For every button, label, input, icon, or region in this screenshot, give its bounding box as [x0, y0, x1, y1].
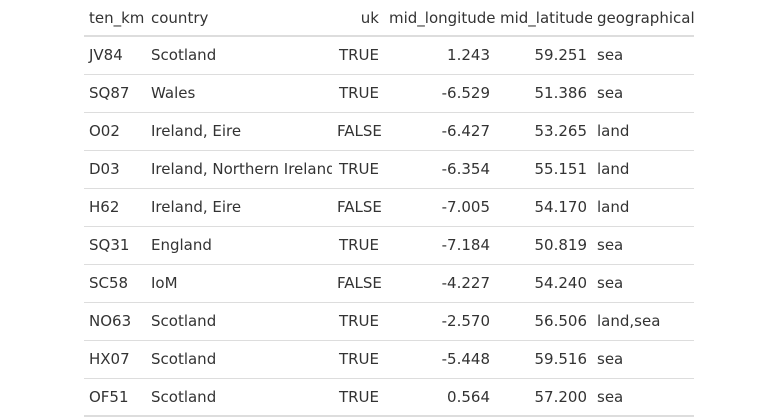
cell-uk: TRUE [332, 378, 384, 417]
cell-geographical: sea [592, 36, 694, 75]
cell-geographical: sea [592, 226, 694, 265]
table-row: O02 Ireland, Eire FALSE -6.427 53.265 la… [84, 112, 694, 151]
table-row: OF51 Scotland TRUE 0.564 57.200 sea [84, 378, 694, 417]
cell-country: Scotland [146, 302, 332, 341]
cell-ten-km: SQ87 [84, 74, 146, 113]
cell-mid-longitude: -6.427 [384, 112, 495, 151]
column-header-uk[interactable]: uk [332, 0, 384, 37]
cell-mid-latitude: 54.240 [495, 264, 592, 303]
cell-ten-km: SC58 [84, 264, 146, 303]
table-row: SQ87 Wales TRUE -6.529 51.386 sea [84, 74, 694, 113]
table-row: H62 Ireland, Eire FALSE -7.005 54.170 la… [84, 188, 694, 227]
table-header: ten_km country uk mid_longitude mid_lati… [84, 0, 694, 37]
table-row: SC58 IoM FALSE -4.227 54.240 sea [84, 264, 694, 303]
cell-uk: TRUE [332, 36, 384, 75]
cell-mid-latitude: 56.506 [495, 302, 592, 341]
cell-mid-longitude: -7.184 [384, 226, 495, 265]
cell-uk: TRUE [332, 74, 384, 113]
data-table: ten_km country uk mid_longitude mid_lati… [84, 0, 694, 417]
cell-uk: TRUE [332, 150, 384, 189]
cell-mid-longitude: -6.529 [384, 74, 495, 113]
cell-ten-km: NO63 [84, 302, 146, 341]
column-header-country[interactable]: country [146, 0, 332, 37]
cell-mid-latitude: 50.819 [495, 226, 592, 265]
cell-mid-longitude: -4.227 [384, 264, 495, 303]
cell-geographical: land,sea [592, 302, 694, 341]
cell-uk: FALSE [332, 112, 384, 151]
cell-mid-latitude: 51.386 [495, 74, 592, 113]
cell-uk: FALSE [332, 188, 384, 227]
cell-ten-km: JV84 [84, 36, 146, 75]
cell-geographical: sea [592, 378, 694, 417]
column-header-mid-longitude[interactable]: mid_longitude [384, 0, 495, 37]
data-table-container: ten_km country uk mid_longitude mid_lati… [84, 0, 694, 417]
column-header-mid-latitude[interactable]: mid_latitude [495, 0, 592, 37]
cell-uk: TRUE [332, 340, 384, 379]
cell-country: Scotland [146, 378, 332, 417]
table-row: HX07 Scotland TRUE -5.448 59.516 sea [84, 340, 694, 379]
table-body: JV84 Scotland TRUE 1.243 59.251 sea SQ87… [84, 36, 694, 417]
cell-country: Scotland [146, 340, 332, 379]
cell-mid-longitude: -2.570 [384, 302, 495, 341]
cell-country: Ireland, Eire [146, 112, 332, 151]
cell-mid-longitude: 1.243 [384, 36, 495, 75]
cell-ten-km: HX07 [84, 340, 146, 379]
header-row: ten_km country uk mid_longitude mid_lati… [84, 0, 694, 37]
cell-geographical: sea [592, 264, 694, 303]
cell-uk: TRUE [332, 226, 384, 265]
cell-geographical: land [592, 150, 694, 189]
cell-mid-latitude: 59.516 [495, 340, 592, 379]
cell-mid-latitude: 53.265 [495, 112, 592, 151]
cell-country: Ireland, Northern Ireland [146, 150, 332, 189]
column-header-ten-km[interactable]: ten_km [84, 0, 146, 37]
cell-geographical: sea [592, 340, 694, 379]
table-row: SQ31 England TRUE -7.184 50.819 sea [84, 226, 694, 265]
cell-mid-latitude: 59.251 [495, 36, 592, 75]
cell-country: Wales [146, 74, 332, 113]
cell-mid-longitude: -7.005 [384, 188, 495, 227]
cell-geographical: land [592, 188, 694, 227]
cell-ten-km: OF51 [84, 378, 146, 417]
cell-uk: FALSE [332, 264, 384, 303]
cell-mid-latitude: 57.200 [495, 378, 592, 417]
cell-country: England [146, 226, 332, 265]
cell-mid-latitude: 55.151 [495, 150, 592, 189]
cell-ten-km: H62 [84, 188, 146, 227]
cell-uk: TRUE [332, 302, 384, 341]
cell-mid-longitude: -5.448 [384, 340, 495, 379]
cell-mid-latitude: 54.170 [495, 188, 592, 227]
cell-geographical: sea [592, 74, 694, 113]
cell-geographical: land [592, 112, 694, 151]
cell-ten-km: SQ31 [84, 226, 146, 265]
cell-country: Scotland [146, 36, 332, 75]
cell-ten-km: D03 [84, 150, 146, 189]
table-row: D03 Ireland, Northern Ireland TRUE -6.35… [84, 150, 694, 189]
column-header-geographical[interactable]: geographical [592, 0, 694, 37]
cell-country: Ireland, Eire [146, 188, 332, 227]
cell-mid-longitude: -6.354 [384, 150, 495, 189]
cell-country: IoM [146, 264, 332, 303]
table-row: JV84 Scotland TRUE 1.243 59.251 sea [84, 36, 694, 75]
cell-ten-km: O02 [84, 112, 146, 151]
cell-mid-longitude: 0.564 [384, 378, 495, 417]
table-row: NO63 Scotland TRUE -2.570 56.506 land,se… [84, 302, 694, 341]
